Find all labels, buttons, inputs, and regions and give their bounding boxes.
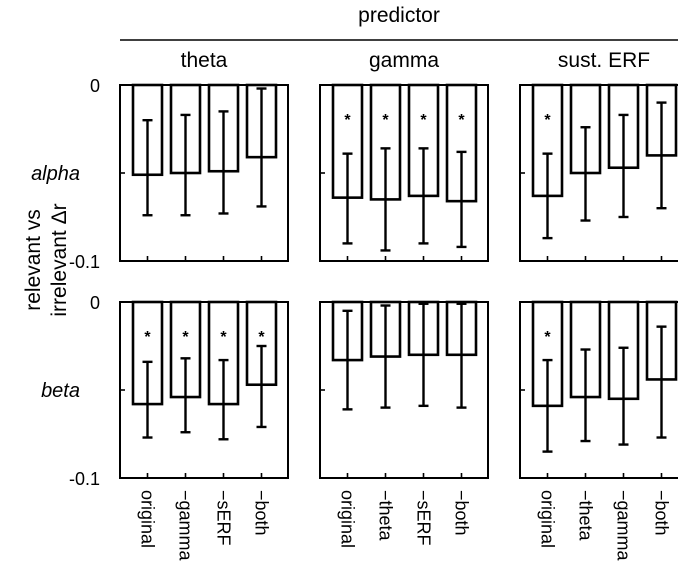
- column-title-2: sust. ERF: [558, 49, 650, 72]
- y-axis-label: relevant vs irrelevant Δr: [22, 203, 71, 316]
- x-tick-label-2-3: −both: [652, 490, 672, 536]
- significance-marker-0: *: [344, 112, 351, 129]
- significance-marker-0: *: [144, 329, 151, 346]
- y-axis-label-line2: irrelevant Δr: [48, 203, 71, 316]
- y-tick-label-beta-1: -0.1: [69, 469, 100, 489]
- x-tick-label-1-3: −both: [452, 490, 472, 536]
- x-tick-label-2-0: original: [538, 490, 558, 548]
- chart-header: predictor: [358, 4, 440, 27]
- x-tick-label-1-2: −sERF: [414, 490, 434, 546]
- panel-0-alpha: [119, 83, 289, 262]
- significance-marker-2: *: [420, 112, 427, 129]
- significance-marker-1: *: [382, 112, 389, 129]
- x-tick-label-0-0: original: [138, 490, 158, 548]
- row-label-beta: beta: [41, 380, 80, 402]
- x-tick-label-2-1: −theta: [576, 490, 596, 542]
- x-tick-label-0-2: −sERF: [214, 490, 234, 546]
- y-tick-label-alpha-0: 0: [90, 76, 100, 96]
- panel-2-alpha: *: [519, 83, 678, 262]
- column-title-0: theta: [181, 49, 228, 72]
- column-title-1: gamma: [369, 49, 439, 72]
- x-tick-label-1-0: original: [338, 490, 358, 548]
- significance-marker-2: *: [220, 329, 227, 346]
- significance-marker-1: *: [182, 329, 189, 346]
- significance-marker-3: *: [458, 112, 465, 129]
- x-tick-label-0-1: −gamma: [176, 490, 196, 562]
- panel-1-alpha: * * * *: [319, 83, 489, 262]
- y-axis-label-line1: relevant vs: [22, 209, 45, 311]
- panel-0-beta: * * * *: [119, 300, 289, 479]
- panel-1-beta: [319, 300, 489, 479]
- x-tick-label-1-1: −theta: [376, 490, 396, 542]
- panel-2-beta: *: [519, 300, 678, 479]
- y-tick-label-alpha-1: -0.1: [69, 252, 100, 272]
- y-tick-label-beta-0: 0: [90, 293, 100, 313]
- row-label-alpha: alpha: [31, 163, 80, 185]
- significance-marker-0: *: [544, 329, 551, 346]
- significance-marker-3: *: [258, 329, 265, 346]
- significance-marker-0: *: [544, 112, 551, 129]
- x-tick-label-2-2: −gamma: [614, 490, 634, 562]
- x-tick-label-0-3: −both: [252, 490, 272, 536]
